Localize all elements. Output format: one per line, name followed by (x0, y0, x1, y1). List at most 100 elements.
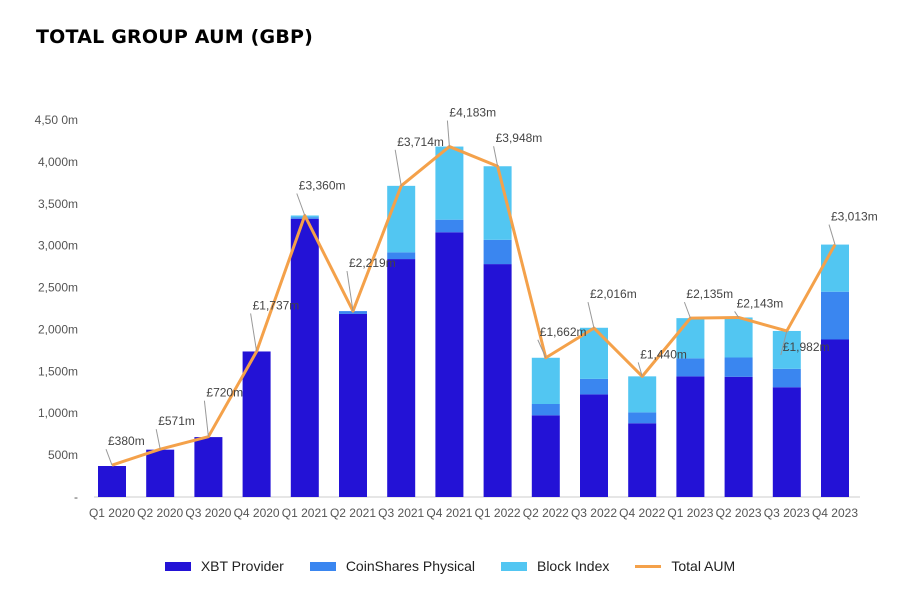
legend-swatch-coinshares-physical (309, 561, 336, 571)
bar-segment-xbt-provider (435, 232, 464, 498)
x-tick-label: Q2 2022 (523, 506, 569, 520)
bar-segment-block-index (676, 318, 705, 359)
legend-swatch-xbt-provider (164, 561, 191, 571)
bar-segment-coinshares-physical (676, 358, 705, 377)
legend-item-total-aum: Total AUM (635, 558, 735, 574)
x-tick-label: Q4 2020 (234, 506, 280, 520)
x-tick-label: Q1 2021 (282, 506, 328, 520)
bar-segment-block-index (435, 146, 464, 220)
y-tick-label: 3,500m (38, 197, 78, 211)
data-label-leader (683, 301, 691, 319)
data-label-total-aum: £571m (158, 414, 195, 428)
legend-item-coinshares-physical: CoinShares Physical (309, 558, 475, 574)
x-tick-label: Q3 2021 (378, 506, 424, 520)
data-label-total-aum: £720m (206, 386, 243, 400)
bar-segment-xbt-provider (387, 259, 416, 497)
data-label-leader (734, 311, 740, 318)
x-tick-label: Q1 2022 (475, 506, 521, 520)
data-label-total-aum: £1,737m (253, 298, 300, 312)
data-label-leader (250, 313, 258, 352)
data-label-leader (537, 339, 547, 358)
y-tick-label: 1,000m (38, 406, 78, 420)
bar-segment-xbt-provider (483, 264, 512, 497)
data-label-leader (587, 301, 595, 329)
x-tick-label: Q3 2020 (185, 506, 231, 520)
bar-segment-coinshares-physical (435, 219, 464, 233)
data-label-total-aum: £2,143m (737, 296, 784, 310)
legend-label-coinshares-physical: CoinShares Physical (345, 558, 475, 574)
bar-segment-block-index (772, 330, 801, 369)
x-tick-label: Q2 2021 (330, 506, 376, 520)
data-label-total-aum: £1,440m (640, 347, 687, 361)
bar-segment-block-index (821, 244, 849, 292)
bar-segment-xbt-provider (628, 423, 657, 497)
bar-segment-xbt-provider (724, 376, 753, 497)
data-label-leader (493, 146, 499, 167)
chart-title: TOTAL GROUP AUM (GBP) (36, 26, 314, 48)
data-label-total-aum: £380m (108, 434, 145, 448)
chart-area: - 500m 1,000m 1,500m 2,000m 2,500m 3,000m 3,500… (35, 106, 878, 520)
legend-item-xbt-provider: XBT Provider (164, 558, 284, 574)
bar-segment-coinshares-physical (724, 357, 753, 377)
bar-segment-xbt-provider (676, 376, 705, 497)
data-label-total-aum: £4,183m (449, 106, 496, 120)
y-tick-label: 1,500m (38, 364, 78, 378)
bar-segment-coinshares-physical (772, 368, 801, 388)
bar-segment-xbt-provider (339, 313, 367, 497)
y-tick-label: 500m (48, 448, 78, 462)
x-tick-label: Q3 2022 (571, 506, 617, 520)
data-label-leader (828, 224, 836, 245)
bar-segment-block-index (531, 357, 560, 405)
bar-segment-coinshares-physical (387, 252, 416, 260)
data-label-leader (637, 362, 643, 377)
bar-segment-xbt-provider (580, 394, 608, 497)
bar-segment-coinshares-physical (531, 404, 560, 416)
data-label-leader (296, 193, 306, 216)
bar-segment-coinshares-physical (580, 378, 608, 395)
data-label-total-aum: £1,662m (540, 325, 587, 339)
bar-segment-xbt-provider (242, 351, 271, 497)
bar-segment-block-index (724, 317, 753, 358)
bar-segment-xbt-provider (772, 387, 801, 497)
data-label-total-aum: £2,219m (349, 256, 396, 270)
bar-segment-coinshares-physical (628, 412, 657, 424)
legend-label-block-index: Block Index (536, 558, 610, 574)
legend-swatch-total-aum (635, 564, 662, 568)
data-label-leader (780, 330, 788, 356)
data-label-leader (105, 448, 113, 466)
legend-item-block-index: Block Index (500, 558, 610, 574)
bar-segment-xbt-provider (98, 466, 126, 497)
x-tick-label: Q1 2023 (667, 506, 713, 520)
x-tick-label: Q1 2020 (89, 506, 135, 520)
y-tick-label: - (74, 490, 78, 504)
x-tick-label: Q2 2023 (716, 506, 762, 520)
chart-legend: XBT Provider CoinShares Physical Block I… (0, 558, 900, 574)
data-label-total-aum: £2,016m (590, 287, 637, 301)
x-tick-label: Q2 2020 (137, 506, 183, 520)
bar-segment-block-index (628, 376, 657, 413)
data-label-total-aum: £2,135m (686, 287, 733, 301)
legend-swatch-block-index (500, 561, 527, 571)
bar-segment-xbt-provider (290, 218, 319, 497)
y-tick-label: 2,000m (38, 322, 78, 336)
bar-segment-xbt-provider (531, 415, 560, 497)
total-aum-line (111, 145, 837, 467)
bar-segment-xbt-provider (821, 339, 849, 497)
data-label-total-aum: £3,948m (496, 131, 543, 145)
x-tick-label: Q4 2022 (619, 506, 665, 520)
y-tick-label: 4,000m (38, 155, 78, 169)
bar-segment-xbt-provider (146, 449, 175, 497)
data-label-leader (394, 149, 402, 186)
data-label-total-aum: £1,982m (783, 340, 830, 354)
data-label-leader (346, 271, 354, 312)
x-tick-label: Q3 2023 (764, 506, 810, 520)
bar-segment-xbt-provider (194, 437, 223, 497)
y-tick-label: 2,500m (38, 281, 78, 295)
x-tick-label: Q4 2021 (426, 506, 472, 520)
data-label-total-aum: £3,360m (299, 179, 346, 193)
bar-segment-coinshares-physical (821, 291, 849, 340)
bar-segment-coinshares-physical (483, 239, 512, 265)
data-label-total-aum: £3,714m (397, 135, 444, 149)
y-tick-label: 3,000m (38, 239, 78, 253)
legend-label-xbt-provider: XBT Provider (200, 558, 284, 574)
